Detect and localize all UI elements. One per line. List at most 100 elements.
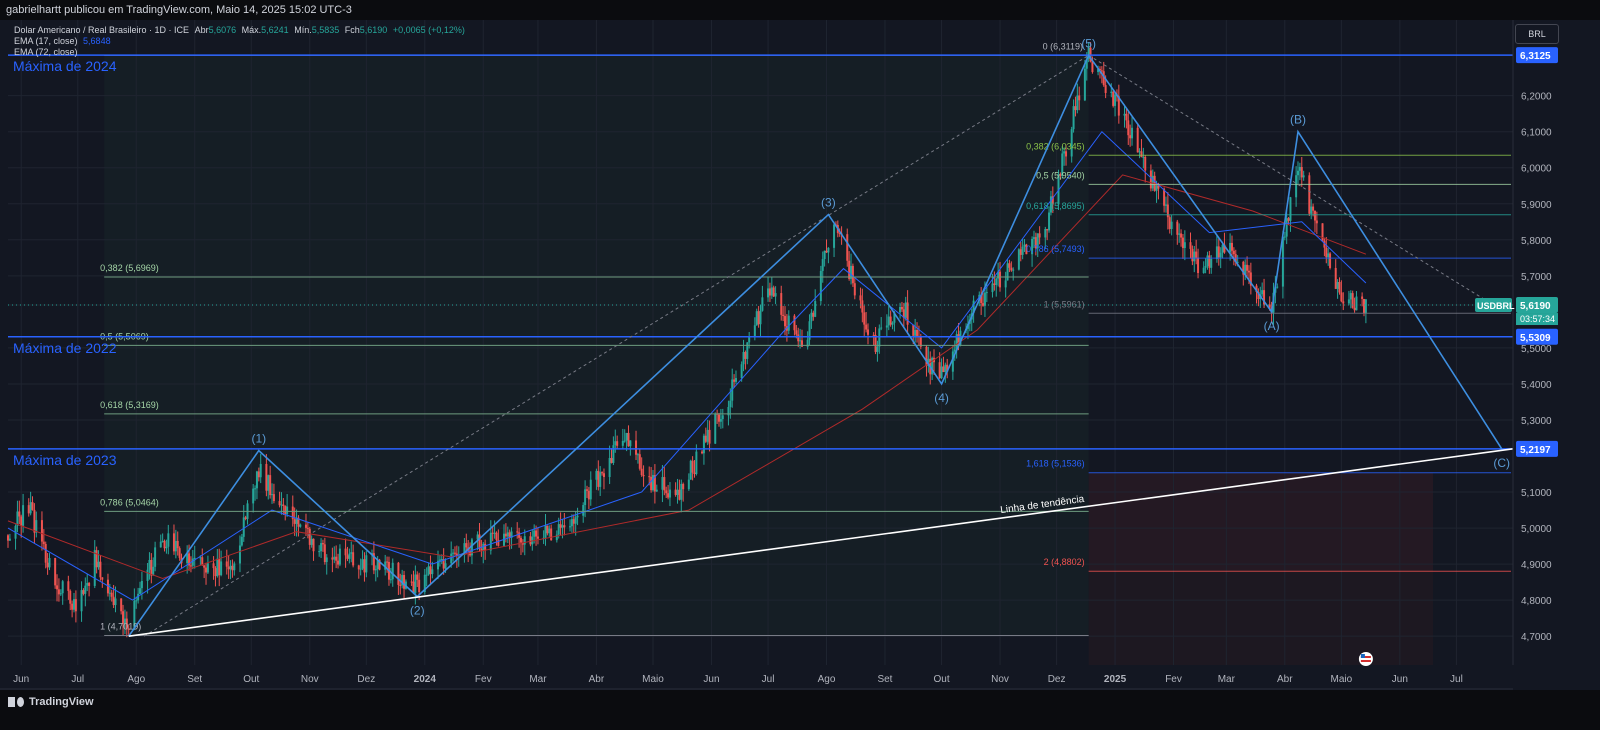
candle-up [721,408,724,429]
candle-up [1049,190,1052,216]
candle-up [719,409,722,429]
candle-up [452,548,455,562]
price-chart[interactable]: 0 (6,3119)0,382 (5,6969)0,5 (5,5069)0,61… [0,0,1600,690]
candle-body [563,525,566,528]
time-axis-label: Set [877,674,892,685]
time-axis-label: Abr [589,674,605,685]
candle-body [110,592,113,597]
candle-body [238,545,241,564]
candle-body [1065,151,1068,157]
candle-up [850,253,853,285]
candle-down [674,482,677,497]
candle-down [757,306,760,328]
time-axis-labels: Jun Jul Ago Set Out Nov Dez 2024 Fev Mar Abr Maio Ju… [13,674,1463,685]
candle-body [587,490,590,500]
candle-down [508,529,511,550]
candle-body [680,483,683,500]
candle-down [231,559,234,578]
brand-name: TradingView [29,696,94,708]
candle-body [214,568,217,577]
candle-body [927,358,930,366]
candle-up [1138,148,1141,159]
candle-down [682,482,685,502]
price-axis-tag-text: 5,6190 [1520,301,1551,312]
candle-body [88,582,91,586]
candle-down [269,465,272,499]
candle-body [1149,170,1152,189]
candle-down [386,556,389,573]
candle-body [410,581,413,583]
candle-down [429,555,432,586]
candle-up [154,541,157,572]
candle-body [863,312,866,325]
candle-body [823,250,826,260]
candle-body [101,577,104,580]
time-axis-label: 2025 [1104,674,1127,685]
candle-up [569,519,572,532]
candle-body [20,516,23,526]
elliott-wave-labels: (1) (2) (3) (4) (5) (A) (B) (C) [251,36,1510,617]
candle-body [470,539,473,556]
candle-down [120,598,123,615]
candle-body [1197,257,1200,274]
candle-up [621,428,624,450]
candle-body [1300,166,1303,178]
candle-up [1261,282,1264,297]
candle-up [680,479,683,513]
candle-body [1298,166,1301,171]
candle-body [286,506,289,514]
candle-body [1178,233,1181,235]
candle-body [93,550,96,586]
candle-down [1323,237,1326,257]
candle-down [585,485,588,498]
candle-down [602,468,605,490]
candle-body [1074,106,1077,111]
candle-down [150,553,153,584]
candle-up [1044,226,1047,249]
price-axis-bg [1513,20,1600,690]
candle-body [386,561,389,563]
candle-body [706,429,709,442]
candle-down [178,546,181,561]
candle-up [1131,116,1134,146]
candle-body [1342,301,1345,304]
candle-down [95,546,98,574]
candle-body [497,539,500,546]
candle-down [1019,242,1022,262]
candle-down [495,531,498,546]
fib-level-label: 0,5 (5,9540) [1036,170,1085,180]
candle-body [740,364,743,379]
candle-body [625,432,628,441]
candle-body [812,312,815,317]
candle-body [1315,220,1318,224]
candle-down [587,487,590,510]
candle-body [29,502,32,514]
candle-body [800,340,803,347]
currency-button[interactable]: BRL [1515,24,1559,44]
candle-up [544,514,547,546]
candle-up [361,550,364,571]
key-level-label: Máxima de 2023 [13,452,117,468]
candle-up [1206,251,1209,270]
candle-body [793,315,796,331]
candle-body [1076,95,1079,111]
candle-up [1083,60,1086,102]
candle-body [676,489,679,495]
candle-up [891,321,894,330]
candle-up [985,282,988,303]
candle-body [1229,242,1232,253]
candle-body [1131,127,1134,139]
candle-up [437,550,439,580]
candle-body [33,509,36,533]
candle-body [893,312,896,323]
candle-body [535,530,538,537]
candle-body [127,628,130,630]
candle-body [227,566,230,570]
candle-body [188,553,191,566]
price-axis-label: 4,7000 [1521,632,1552,643]
price-axis-label: 5,4000 [1521,380,1552,391]
candle-down [942,356,945,373]
candle-body [384,561,387,570]
candle-body [544,525,547,538]
candle-down [399,573,402,595]
